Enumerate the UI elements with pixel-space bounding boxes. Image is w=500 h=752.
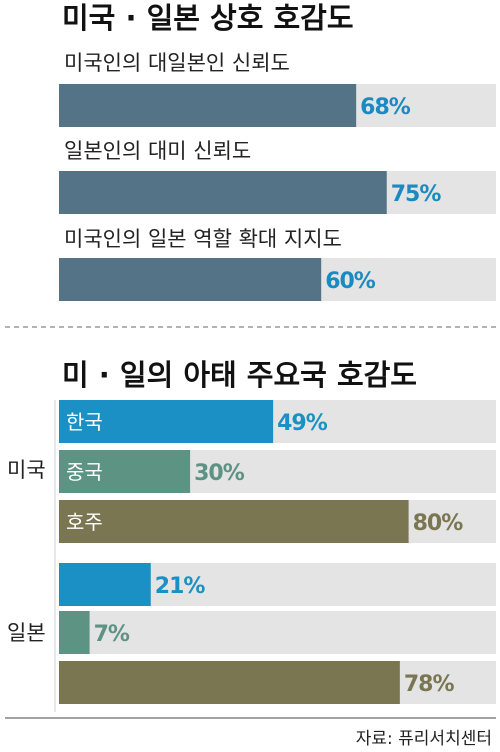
group-label: 일본: [7, 621, 46, 645]
category-label: 중국: [66, 460, 103, 484]
bar: [59, 171, 387, 214]
chart-title-2: 미 · 일의 아태 주요국 호감도: [62, 358, 417, 392]
bar: [59, 258, 322, 301]
data-label: 78%: [404, 672, 455, 697]
bar-label: 미국인의 대일본인 신뢰도: [64, 51, 290, 75]
chart-title-1: 미국 · 일본 상호 호감도: [62, 1, 354, 35]
bar: [59, 661, 400, 704]
bar: [59, 500, 409, 543]
data-label: 80%: [413, 511, 464, 536]
data-label: 68%: [360, 95, 411, 120]
bar-track: [59, 611, 496, 654]
group-label: 미국: [7, 458, 46, 482]
data-label: 30%: [194, 461, 245, 486]
source-note: 자료: 퓨리서치센터: [356, 729, 492, 749]
category-label: 한국: [66, 410, 103, 434]
data-label: 75%: [391, 182, 442, 207]
data-label: 49%: [277, 411, 328, 436]
data-label: 60%: [325, 269, 376, 294]
bar-label: 일본인의 대미 신뢰도: [64, 139, 251, 163]
bar: [59, 611, 90, 654]
bar: [59, 563, 151, 606]
bar: [59, 84, 357, 127]
category-label: 호주: [66, 510, 103, 534]
data-label: 21%: [155, 574, 206, 599]
data-label: 7%: [94, 622, 130, 647]
bar: [59, 450, 191, 493]
bar-label: 미국인의 일본 역할 확대 지지도: [64, 227, 342, 251]
bar: [59, 400, 274, 443]
